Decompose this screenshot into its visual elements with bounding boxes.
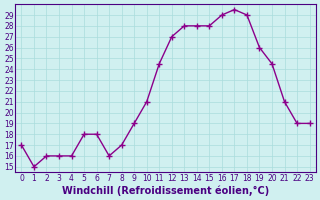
X-axis label: Windchill (Refroidissement éolien,°C): Windchill (Refroidissement éolien,°C) bbox=[62, 185, 269, 196]
